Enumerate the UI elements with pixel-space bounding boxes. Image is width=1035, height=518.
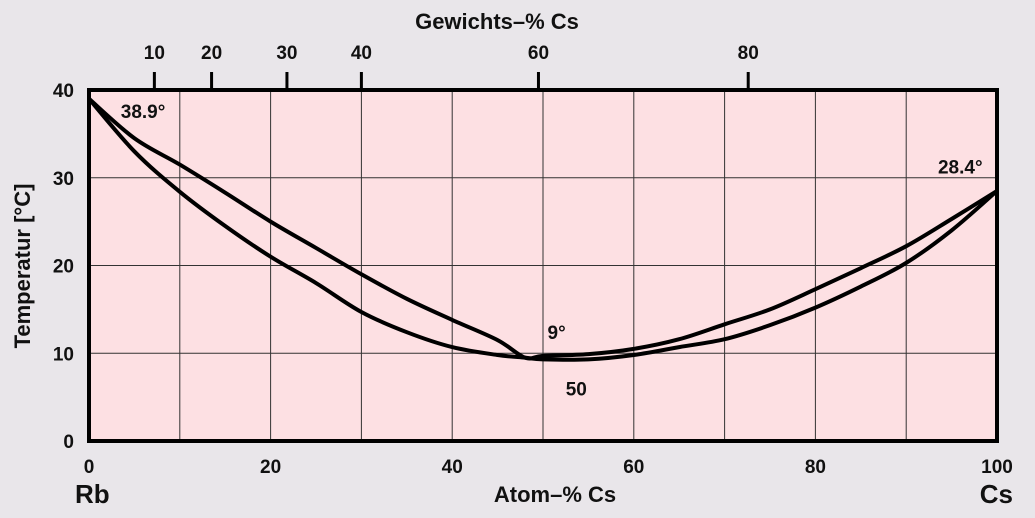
y-tick-label: 20 — [53, 257, 74, 278]
y-tick-label: 40 — [53, 81, 74, 102]
x-tick-label: 100 — [981, 457, 1013, 478]
top-tick-label: 60 — [528, 43, 549, 64]
x-tick-label: 40 — [442, 457, 463, 478]
annotation-label: 28.4° — [938, 157, 983, 178]
annotations-group: 38.9° 28.4° 9° 50 — [121, 102, 983, 400]
top-tick-label: 40 — [351, 43, 372, 64]
left-end-label: Rb — [75, 479, 110, 509]
y-tick-label: 30 — [53, 169, 74, 190]
x-tick-label: 60 — [623, 457, 644, 478]
annotation-label: 50 — [566, 379, 587, 400]
plot-frame — [87, 88, 999, 443]
top-tick-label: 20 — [201, 43, 222, 64]
x-axis-title: Atom–% Cs — [494, 482, 616, 507]
grid — [89, 90, 997, 441]
series-group — [87, 97, 999, 362]
top-tick-label: 80 — [738, 43, 759, 64]
right-end-label: Cs — [980, 479, 1013, 509]
top-tick-label: 10 — [144, 43, 165, 64]
annotation-label: 38.9° — [121, 102, 166, 123]
y-axis-title: Temperatur [°C] — [10, 184, 35, 349]
ticks-group: 0 20 40 60 80 100 0 10 20 30 40 10 20 30 40 60 80 — [53, 43, 1013, 478]
y-tick-label: 0 — [63, 432, 74, 453]
x-tick-label: 0 — [84, 457, 95, 478]
x-tick-label: 80 — [805, 457, 826, 478]
series-line-2 — [87, 97, 999, 362]
y-tick-label: 10 — [53, 344, 74, 365]
x-tick-label: 20 — [260, 457, 281, 478]
top-axis-title: Gewichts–% Cs — [415, 9, 579, 34]
top-tick-label: 30 — [276, 43, 297, 64]
annotation-label: 9° — [548, 323, 566, 344]
